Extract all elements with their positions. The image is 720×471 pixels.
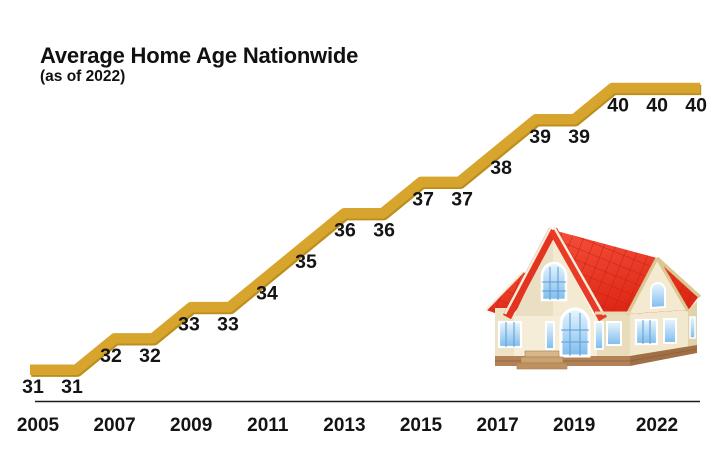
house-windows — [497, 316, 696, 350]
point-label: 33 — [178, 314, 200, 336]
point-label: 36 — [334, 220, 356, 242]
x-tick-label: 2015 — [400, 415, 443, 436]
x-tick-label: 2022 — [636, 415, 678, 436]
point-label: 39 — [529, 126, 551, 148]
x-tick-label: 2009 — [170, 415, 212, 436]
x-tick-label: 2011 — [247, 415, 289, 436]
x-tick-label: 2005 — [17, 415, 60, 436]
point-label: 37 — [412, 188, 434, 210]
point-label: 31 — [22, 376, 44, 398]
point-label: 31 — [61, 376, 83, 398]
point-label: 39 — [568, 126, 590, 148]
point-label: 36 — [373, 220, 395, 242]
house-front-gable — [503, 226, 607, 322]
x-tick-label: 2013 — [323, 415, 365, 436]
gable-arched-window — [540, 261, 568, 302]
chart-subtitle: (as of 2022) — [40, 68, 126, 85]
point-label: 38 — [490, 157, 512, 179]
point-label: 32 — [139, 345, 161, 367]
x-tick-label: 2017 — [476, 415, 518, 436]
point-label: 34 — [256, 282, 278, 304]
chart-title: Average Home Age Nationwide — [40, 43, 359, 68]
house-steps — [516, 350, 568, 370]
point-label: 37 — [451, 188, 473, 210]
x-tick-label: 2019 — [553, 415, 595, 436]
point-label: 40 — [685, 95, 707, 117]
house-door — [559, 307, 591, 358]
point-label: 40 — [607, 95, 629, 117]
trend-line — [30, 82, 700, 375]
x-tick-label: 2007 — [93, 415, 135, 436]
point-label: 35 — [295, 251, 317, 273]
point-label: 32 — [100, 345, 122, 367]
house-illustration — [485, 226, 702, 370]
point-label: 40 — [646, 95, 668, 117]
point-label: 33 — [217, 314, 239, 336]
house-right-gable — [625, 257, 690, 316]
